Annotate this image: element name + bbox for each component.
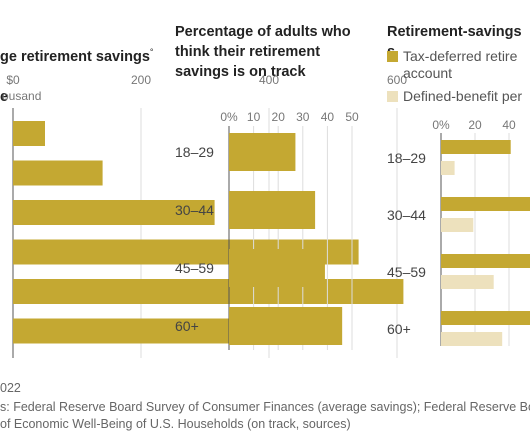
middle-bar — [229, 249, 325, 287]
right-category-label: 30–44 — [387, 207, 426, 223]
left-x-tick-label: 400 — [259, 73, 279, 87]
middle-bar — [229, 133, 296, 171]
right-category-label: 45–59 — [387, 264, 426, 280]
source-note-line1: s: Federal Reserve Board Survey of Consu… — [0, 400, 530, 414]
right-bar-defined-benefit — [441, 218, 474, 232]
right-category-label: 60+ — [387, 321, 411, 337]
left-title-mark: ° — [149, 47, 154, 57]
middle-x-tick-label: 30 — [296, 110, 310, 124]
middle-x-tick-label: 0% — [220, 110, 238, 124]
left-axis-unit-label: ousand — [2, 89, 41, 103]
left-bar — [13, 200, 215, 225]
right-x-tick-label: 20 — [468, 118, 482, 132]
charts-canvas: $0 200 400 600 ousand 0% 10 20 30 40 50 18–29 30–44 4… — [2, 48, 530, 358]
middle-category-label: 30–44 — [175, 202, 214, 218]
year-note: 022 — [0, 381, 21, 395]
right-x-tick-label: 0% — [432, 118, 450, 132]
middle-bar — [229, 191, 316, 229]
right-bar-defined-benefit — [441, 332, 503, 346]
legend-label-tax-deferred: Tax-deferred retire — [403, 48, 518, 64]
left-x-tick-label: 600 — [387, 73, 407, 87]
legend-label-defined-benefit: Defined-benefit per — [403, 88, 522, 104]
middle-x-tick-label: 20 — [272, 110, 286, 124]
middle-bar — [229, 307, 343, 345]
right-bar-defined-benefit — [441, 161, 455, 175]
legend-swatch-defined-benefit — [387, 91, 398, 102]
left-title-text: ge retirement savings — [0, 48, 150, 65]
middle-x-tick-label: 10 — [247, 110, 261, 124]
left-bar — [13, 160, 103, 186]
middle-chart-title: Percentage of adults who think their ret… — [175, 24, 351, 80]
middle-category-label: 45–59 — [175, 260, 214, 276]
left-x-tick-label: $0 — [6, 73, 20, 87]
middle-category-label: 18–29 — [175, 144, 214, 160]
right-bar-tax-deferred — [441, 311, 530, 325]
right-bar-tax-deferred — [441, 254, 530, 268]
middle-x-tick-label: 40 — [321, 110, 335, 124]
left-chart-title: ge retirement savings° e — [0, 22, 154, 107]
legend-label-tax-deferred-line2: account — [403, 65, 452, 81]
source-note-line2: of Economic Well-Being of U.S. Household… — [0, 417, 351, 431]
left-bar — [13, 121, 45, 146]
right-x-tick-label: 40 — [502, 118, 516, 132]
middle-category-label: 60+ — [175, 318, 199, 334]
right-category-label: 18–29 — [387, 150, 426, 166]
right-bar-tax-deferred — [441, 140, 511, 154]
right-bar-defined-benefit — [441, 275, 494, 289]
middle-x-tick-label: 50 — [345, 110, 359, 124]
left-title-line2: e — [0, 88, 9, 105]
right-bar-tax-deferred — [441, 197, 530, 211]
legend-swatch-tax-deferred — [387, 51, 398, 62]
left-bar — [13, 279, 404, 304]
left-x-tick-label: 200 — [131, 73, 151, 87]
